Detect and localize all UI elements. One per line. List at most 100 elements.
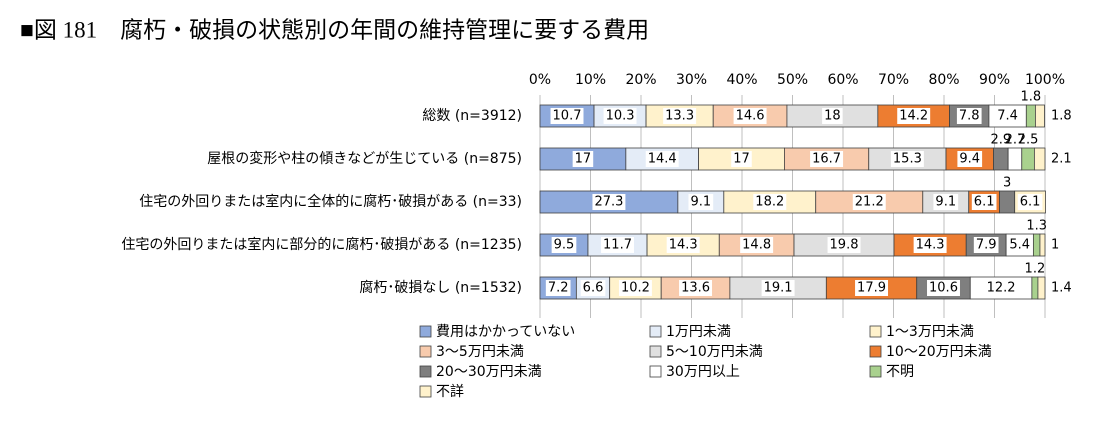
data-label: 7.8 — [959, 109, 980, 124]
label-background — [1017, 194, 1043, 210]
data-label: 14.3 — [916, 238, 945, 253]
legend-swatch — [649, 345, 662, 358]
x-tick-label: 60% — [827, 72, 858, 88]
label-background — [897, 108, 931, 124]
label-background — [753, 194, 787, 210]
x-tick-label: 90% — [979, 72, 1010, 88]
legend-swatch — [419, 325, 432, 338]
label-background — [731, 151, 752, 167]
data-label: 14.6 — [736, 109, 765, 124]
bar-segment — [993, 147, 1009, 171]
data-label: 21.2 — [855, 195, 884, 210]
label-background — [761, 280, 795, 296]
bar-segment — [999, 190, 1016, 214]
data-label: 11.7 — [603, 238, 632, 253]
data-label: 10.2 — [621, 281, 650, 296]
bar-segment — [1025, 104, 1036, 128]
label-background — [740, 237, 774, 253]
legend-swatch — [869, 345, 882, 358]
legend-label: 不詳 — [436, 384, 464, 400]
label-background — [956, 108, 982, 124]
legend-label: 1万円未満 — [666, 324, 731, 340]
label-background — [890, 151, 924, 167]
y-tick-label: 腐朽･破損なし (n=1532) — [359, 279, 522, 296]
legend-swatch — [649, 365, 662, 378]
label-background — [551, 237, 577, 253]
label-background — [618, 280, 652, 296]
bar-segment — [1033, 147, 1046, 171]
data-label: 7.2 — [548, 281, 569, 296]
x-tick-label: 10% — [575, 72, 606, 88]
data-label: 1.8 — [1021, 90, 1042, 105]
label-background — [822, 108, 843, 124]
bar-segment — [1021, 147, 1035, 171]
data-label: 27.3 — [594, 195, 623, 210]
data-label: 18.2 — [755, 195, 784, 210]
label-background — [957, 151, 983, 167]
data-label: 2.9 — [990, 133, 1011, 148]
y-tick-label: 住宅の外回りまたは室内に部分的に腐朽･破損がある (n=1235) — [121, 236, 522, 253]
label-background — [855, 280, 889, 296]
data-label: 19.8 — [830, 238, 859, 253]
data-label: 6.6 — [583, 281, 604, 296]
data-label: 10.6 — [929, 281, 958, 296]
label-background — [810, 151, 844, 167]
legend-label: 20～30万円未満 — [436, 364, 542, 380]
data-label: 17.9 — [857, 281, 886, 296]
x-tick-label: 30% — [676, 72, 707, 88]
label-background — [688, 194, 714, 210]
label-background — [852, 194, 886, 210]
label-background — [572, 151, 594, 167]
label-background — [971, 194, 997, 210]
label-background — [601, 237, 634, 253]
x-tick-label: 80% — [928, 72, 959, 88]
legend-swatch — [419, 365, 432, 378]
x-tick-label: 50% — [777, 72, 808, 88]
data-label: 9.1 — [690, 195, 711, 210]
y-tick-label: 総数 (n=3912) — [422, 108, 522, 124]
legend-label: 10～20万円未満 — [886, 344, 992, 360]
legend-label: 不明 — [886, 364, 914, 380]
label-background — [995, 108, 1020, 124]
label-background — [603, 108, 637, 124]
legend-swatch — [419, 345, 432, 358]
x-tick-label: 100% — [1025, 72, 1065, 88]
label-background — [592, 194, 626, 210]
label-background — [984, 280, 1018, 296]
bar-segment — [1032, 233, 1041, 257]
label-background — [933, 194, 959, 210]
data-label: 16.7 — [812, 152, 841, 167]
data-label: 19.1 — [764, 281, 793, 296]
data-label: 2.7 — [1005, 133, 1026, 148]
x-tick-label: 40% — [726, 72, 757, 88]
bar-segment — [1007, 147, 1023, 171]
y-tick-label: 住宅の外回りまたは室内に全体的に腐朽･破損がある (n=33) — [139, 193, 522, 210]
legend-swatch — [869, 325, 882, 338]
label-background — [645, 151, 679, 167]
legend-swatch — [649, 325, 662, 338]
label-background — [545, 280, 571, 296]
label-background — [663, 108, 697, 124]
label-background — [827, 237, 861, 253]
data-label: 9.4 — [959, 152, 980, 167]
y-tick-label: 屋根の変形や柱の傾きなどが生じている (n=875) — [207, 150, 522, 167]
data-label: 14.2 — [899, 109, 928, 124]
label-background — [1007, 237, 1033, 253]
legend-label: 費用はかかっていない — [436, 324, 575, 340]
legend-swatch — [869, 365, 882, 378]
data-label: 12.2 — [987, 281, 1016, 296]
label-background — [679, 280, 713, 296]
data-label: 18 — [824, 109, 841, 124]
bar-segment — [1039, 233, 1046, 257]
x-tick-label: 20% — [625, 72, 656, 88]
x-tick-label: 0% — [529, 72, 551, 88]
label-background — [733, 108, 767, 124]
data-label: 6.1 — [1020, 195, 1041, 210]
data-label: 13.6 — [681, 281, 710, 296]
data-label: 3 — [1003, 176, 1011, 191]
data-label: 5.4 — [1009, 238, 1030, 253]
label-background — [580, 280, 606, 296]
chart-title: ■図 181 腐朽・破損の状態別の年間の維持管理に要する費用 — [20, 17, 649, 42]
bar-segment — [1031, 276, 1039, 300]
